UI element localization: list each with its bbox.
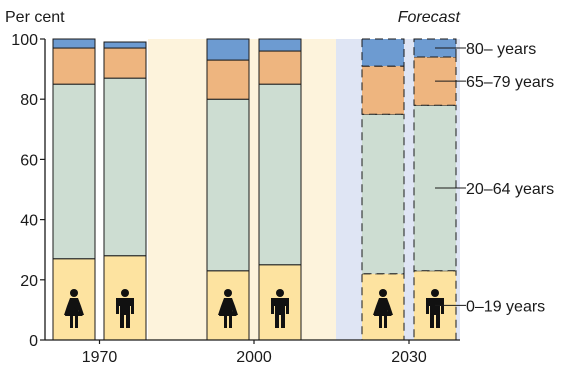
bar-segment-20-64-years [258, 83, 302, 266]
x-tick-label: 2030 [391, 349, 427, 366]
bar-segment-80-years [103, 41, 147, 49]
bar-segment-80-years [361, 38, 405, 67]
x-tick-labels: 1970 2000 2030 [82, 340, 427, 366]
y-ticks: 0 20 40 60 80 100 [11, 32, 45, 350]
stacked-bars [52, 38, 457, 341]
male-icon [271, 289, 289, 328]
forecast-label: Forecast [398, 9, 461, 26]
bar-2000-male [258, 38, 302, 341]
axes [44, 39, 460, 341]
x-tick-label: 2000 [236, 349, 272, 366]
legend-label: 20–64 years [466, 181, 554, 198]
background-bands [148, 39, 460, 340]
legend-label: 80– years [466, 41, 536, 58]
legend-label: 0–19 years [466, 298, 545, 315]
bar-2030-female [361, 38, 405, 341]
bar-2000-female [206, 38, 250, 341]
bar-segment-65-79-years [103, 47, 147, 79]
female-icon [64, 289, 84, 328]
male-icon [116, 289, 134, 328]
bar-segment-20-64-years [52, 83, 96, 260]
bar-segment-20-64-years [361, 113, 405, 275]
bar-segment-80-years [206, 38, 250, 61]
x-tick-label: 1970 [82, 349, 118, 366]
bar-1970-male [103, 41, 147, 341]
bar-2030-male [413, 38, 457, 341]
bar-1970-female [52, 38, 96, 341]
y-tick-label: 20 [20, 273, 38, 290]
bar-segment-65-79-years [361, 65, 405, 115]
y-tick-label: 40 [20, 213, 38, 230]
y-tick-label: 60 [20, 152, 38, 169]
bar-segment-65-79-years [258, 50, 302, 85]
bar-segment-80-years [52, 38, 96, 49]
bar-segment-20-64-years [206, 98, 250, 272]
y-axis-unit-label: Per cent [5, 9, 65, 26]
bar-segment-0-19-years [103, 255, 147, 341]
bar-segment-80-years [258, 38, 302, 52]
bar-segment-20-64-years [103, 77, 147, 257]
y-tick-label: 80 [20, 92, 38, 109]
bar-segment-65-79-years [206, 59, 250, 100]
female-icon [218, 289, 238, 328]
legend-label: 65–79 years [466, 74, 554, 91]
bar-segment-65-79-years [52, 47, 96, 85]
legend: 0–19 years 20–64 years 65–79 years 80– year… [435, 41, 554, 315]
y-tick-label: 100 [11, 32, 38, 49]
y-tick-label: 0 [29, 333, 38, 350]
female-icon [373, 289, 393, 328]
